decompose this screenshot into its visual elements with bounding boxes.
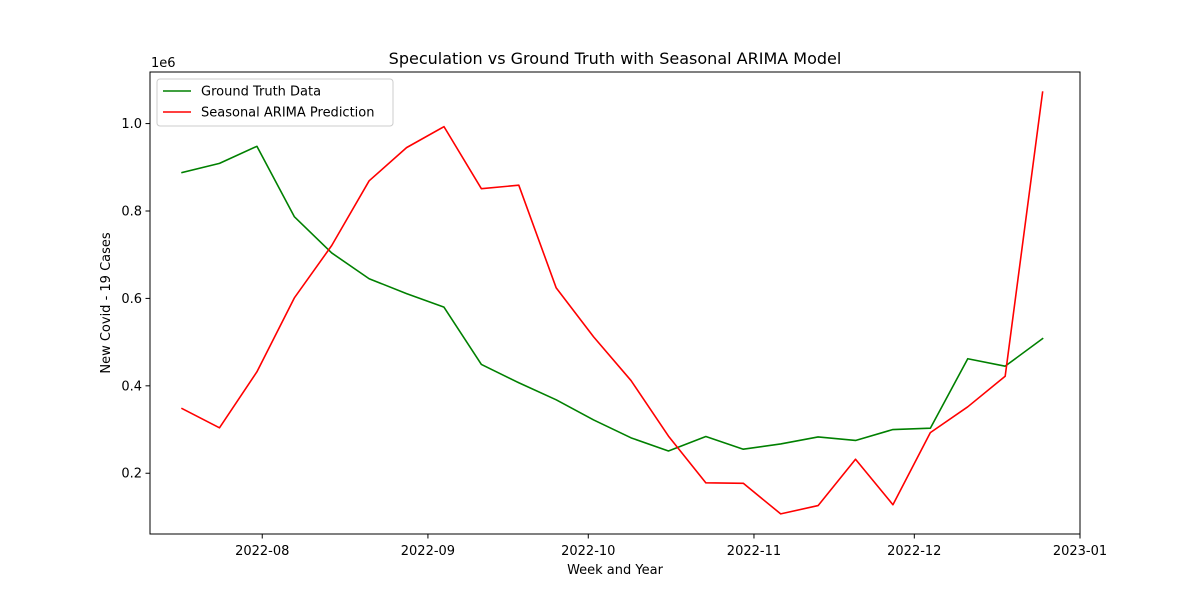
x-axis-label: Week and Year: [567, 563, 664, 578]
series-line-arima-prediction: [180, 91, 1044, 515]
y-axis-offset-label: 1e6: [151, 56, 176, 71]
legend-entry-label: Ground Truth Data: [201, 85, 321, 100]
y-tick-label: 0.4: [121, 379, 142, 394]
y-tick-label: 1.0: [121, 117, 142, 132]
x-tick-label: 2022-11: [727, 544, 781, 559]
y-tick-label: 0.8: [121, 204, 142, 219]
x-tick-label: 2023-01: [1053, 544, 1107, 559]
x-tick-label: 2022-08: [235, 544, 289, 559]
x-tick-label: 2022-12: [887, 544, 941, 559]
y-tick-label: 0.2: [121, 467, 142, 482]
plot-frame: [149, 71, 1081, 535]
y-tick-label: 0.6: [121, 292, 142, 307]
x-tick-label: 2022-09: [401, 544, 455, 559]
series-line-ground-truth: [181, 145, 1044, 452]
legend: Ground Truth Data Seasonal ARIMA Predicti…: [156, 78, 394, 127]
plot-area: 2022-08 2022-09 2022-10 2022-11 2022-12 2023-…: [121, 71, 1107, 559]
y-axis-label: New Covid - 19 Cases: [99, 232, 114, 374]
legend-entry-label: Seasonal ARIMA Prediction: [201, 106, 374, 121]
chart-title: Speculation vs Ground Truth with Seasona…: [389, 49, 842, 68]
x-tick-label: 2022-10: [561, 544, 615, 559]
legend-box: [156, 78, 394, 127]
